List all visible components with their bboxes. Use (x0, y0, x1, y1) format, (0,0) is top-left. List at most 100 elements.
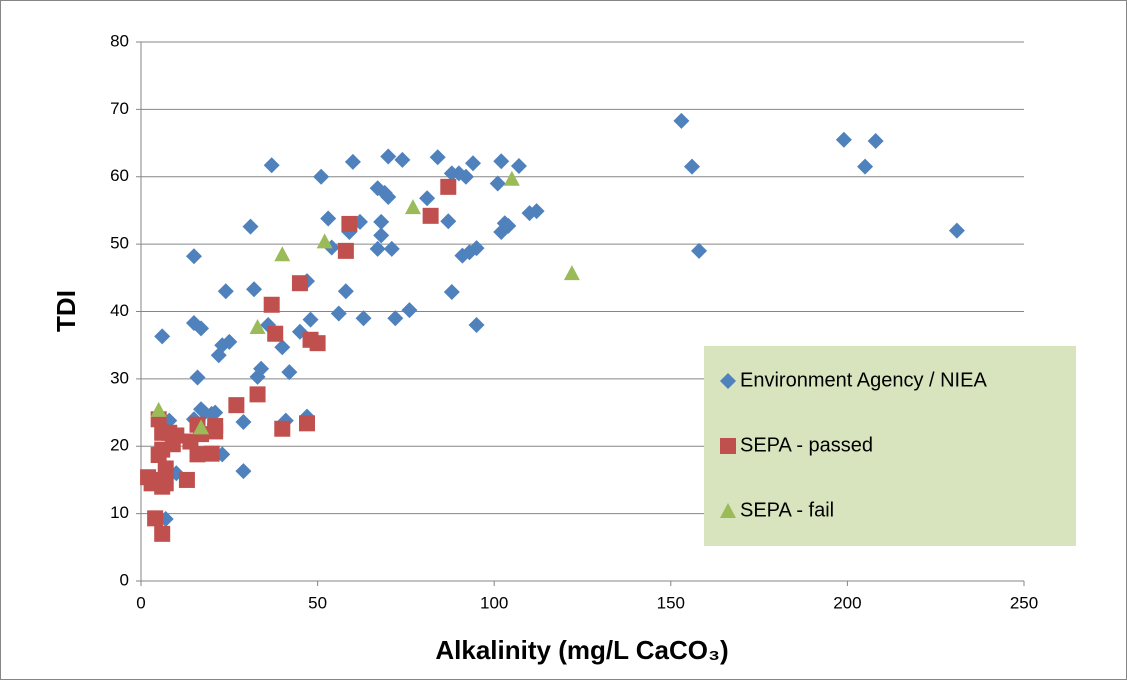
point (207, 404, 224, 421)
point (835, 131, 852, 148)
point (468, 316, 485, 333)
point (373, 213, 390, 230)
x-tick-label: 0 (136, 593, 145, 612)
point (465, 155, 482, 172)
y-axis-label: TDI (51, 290, 81, 332)
point (147, 510, 164, 527)
x-tick-label: 150 (657, 593, 685, 612)
y-tick-label: 30 (110, 368, 129, 387)
y-tick-label: 0 (120, 570, 129, 589)
point (380, 188, 397, 205)
point (235, 413, 252, 430)
legend-marker (720, 503, 736, 518)
points (140, 112, 965, 542)
point (235, 463, 252, 480)
point (221, 333, 238, 350)
point (217, 283, 234, 300)
point (154, 328, 171, 345)
point (185, 248, 202, 265)
point (341, 215, 358, 232)
point (401, 302, 418, 319)
point (443, 283, 460, 300)
point (274, 246, 291, 262)
legend-box (704, 346, 1076, 546)
point (691, 242, 708, 259)
x-tick-label: 50 (308, 593, 327, 612)
y-tick-label: 60 (110, 166, 129, 185)
point (228, 397, 245, 414)
point (178, 471, 195, 488)
point (274, 339, 291, 356)
point (246, 281, 263, 298)
legend-label: SEPA - fail (740, 499, 834, 521)
point (440, 178, 457, 195)
point (503, 170, 520, 186)
legend: Environment Agency / NIEA SEPA - passed SE… (720, 369, 987, 521)
point (313, 168, 330, 185)
point (267, 325, 284, 342)
point (440, 213, 457, 230)
point (404, 199, 421, 215)
point (263, 157, 280, 174)
legend-marker (720, 438, 736, 454)
point (337, 283, 354, 300)
point (528, 203, 545, 220)
x-tick-label: 200 (833, 593, 861, 612)
point (157, 475, 174, 492)
point (387, 310, 404, 327)
point (249, 386, 266, 403)
point (563, 265, 580, 281)
point (150, 401, 167, 417)
point (380, 148, 397, 165)
point (422, 207, 439, 224)
point (489, 175, 506, 192)
point (468, 240, 485, 257)
point (302, 311, 319, 328)
point (355, 310, 372, 327)
point (203, 445, 220, 462)
legend-label: SEPA - passed (740, 434, 873, 456)
y-tick-label: 70 (110, 99, 129, 118)
point (429, 149, 446, 166)
point (369, 240, 386, 257)
point (242, 218, 259, 235)
y-tick-label: 40 (110, 301, 129, 320)
point (948, 222, 965, 239)
point (500, 217, 517, 234)
point (373, 227, 390, 244)
point (253, 360, 270, 377)
point (157, 460, 174, 477)
point (207, 423, 224, 440)
point (510, 157, 527, 174)
point (867, 133, 884, 150)
point (274, 420, 291, 437)
point (168, 427, 185, 444)
point (320, 210, 337, 227)
point (154, 525, 171, 542)
point (249, 318, 266, 334)
grid: 0 10 20 30 40 50 60 70 80 0 50 100 150 200 250 (110, 31, 1038, 612)
point (316, 233, 333, 249)
legend-label: Environment Agency / NIEA (740, 369, 987, 391)
point (857, 158, 874, 175)
point (281, 364, 298, 381)
x-tick-label: 100 (480, 593, 508, 612)
point (263, 296, 280, 313)
point (457, 168, 474, 185)
y-tick-label: 50 (110, 234, 129, 253)
x-axis-label: Alkalinity (mg/L CaCO₃) (435, 635, 728, 665)
y-tick-label: 10 (110, 503, 129, 522)
point (299, 415, 316, 432)
point (419, 190, 436, 207)
x-tick-label: 250 (1010, 593, 1038, 612)
point (383, 240, 400, 257)
point (189, 369, 206, 386)
point (344, 153, 361, 170)
point (337, 242, 354, 259)
y-tick-label: 20 (110, 436, 129, 455)
point (493, 153, 510, 170)
point (394, 151, 411, 168)
point (330, 305, 347, 322)
